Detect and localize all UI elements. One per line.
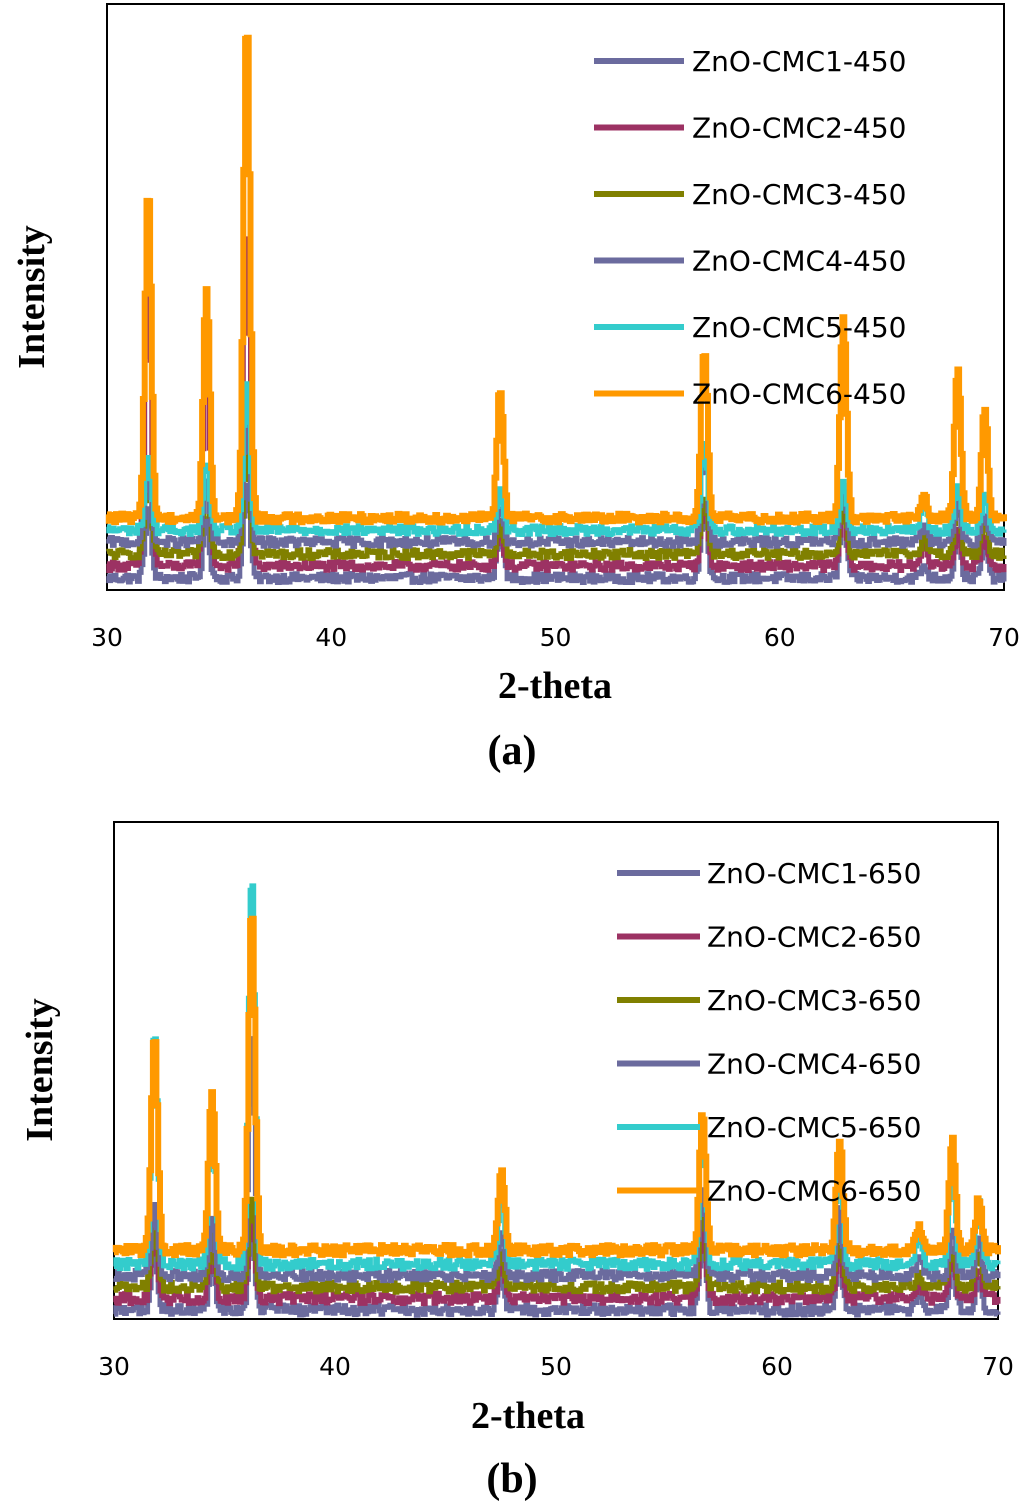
legend-label: ZnO-CMC2-650 bbox=[707, 921, 921, 954]
series-line-zno-cmc6-450 bbox=[105, 34, 1007, 526]
legend-label: ZnO-CMC5-650 bbox=[707, 1111, 921, 1144]
x-tick-layer: 30 40 50 60 70 bbox=[91, 623, 1020, 652]
panel-label: (b) bbox=[486, 1456, 537, 1502]
series-line-zno-cmc5-450 bbox=[106, 381, 1007, 537]
x-tick-label: 40 bbox=[315, 623, 347, 652]
series-line-zno-cmc4-450 bbox=[106, 410, 1007, 549]
series-layer bbox=[105, 34, 1007, 585]
x-tick-label: 40 bbox=[319, 1352, 351, 1381]
series-line-zno-cmc1-650 bbox=[113, 1228, 1001, 1318]
x-tick-label: 30 bbox=[98, 1352, 130, 1381]
y-axis-label: Intensity bbox=[11, 225, 53, 369]
x-tick-label: 60 bbox=[764, 623, 796, 652]
x-tick-label: 70 bbox=[982, 1352, 1014, 1381]
series-line-zno-cmc2-450 bbox=[106, 236, 1007, 573]
x-axis-label: 2-theta bbox=[471, 1395, 585, 1437]
legend: ZnO-CMC1-450 ZnO-CMC2-450 ZnO-CMC3-450 ZnO-… bbox=[594, 45, 906, 411]
legend-label: ZnO-CMC1-650 bbox=[707, 857, 921, 890]
x-axis-label: 2-theta bbox=[498, 665, 612, 707]
legend-label: ZnO-CMC4-450 bbox=[692, 245, 906, 278]
legend-label: ZnO-CMC6-650 bbox=[707, 1175, 921, 1208]
x-tick-label: 60 bbox=[761, 1352, 793, 1381]
legend-label: ZnO-CMC1-450 bbox=[692, 45, 906, 78]
series-line-zno-cmc6-650 bbox=[112, 915, 1001, 1259]
series-layer bbox=[112, 883, 1001, 1318]
x-tick-label: 50 bbox=[540, 1352, 572, 1381]
legend-label: ZnO-CMC3-450 bbox=[692, 178, 906, 211]
legend-label: ZnO-CMC4-650 bbox=[707, 1048, 921, 1081]
legend-label: ZnO-CMC2-450 bbox=[692, 112, 906, 145]
plot-area-frame bbox=[113, 821, 999, 1320]
x-tick-layer: 30 40 50 60 70 bbox=[98, 1352, 1014, 1381]
legend-label: ZnO-CMC6-450 bbox=[692, 378, 906, 411]
x-tick-label: 70 bbox=[988, 623, 1020, 652]
plot-area-frame bbox=[106, 3, 1005, 591]
panel-b: 30 40 50 60 70 ZnO-CMC1-650ZnO-CMC2-650ZnO-C… bbox=[19, 821, 1014, 1502]
series-line-zno-cmc3-650 bbox=[113, 1196, 1001, 1295]
series-line-zno-cmc3-450 bbox=[106, 445, 1007, 561]
series-line-zno-cmc4-650 bbox=[113, 1036, 1001, 1284]
panel-label: (a) bbox=[488, 728, 537, 774]
legend: ZnO-CMC1-650 ZnO-CMC2-650 ZnO-CMC3-650 ZnO-… bbox=[617, 857, 921, 1208]
series-line-zno-cmc2-650 bbox=[113, 1213, 1001, 1307]
legend-label: ZnO-CMC5-450 bbox=[692, 311, 906, 344]
series-line-zno-cmc1-450 bbox=[106, 482, 1007, 585]
y-axis-label: Intensity bbox=[19, 998, 61, 1142]
x-tick-label: 30 bbox=[91, 623, 123, 652]
legend-label: ZnO-CMC3-650 bbox=[707, 984, 921, 1017]
panel-a: 30 40 50 60 70 ZnO-CMC1-450ZnO-CMC2-450ZnO-C… bbox=[11, 3, 1020, 774]
x-tick-label: 50 bbox=[540, 623, 572, 652]
